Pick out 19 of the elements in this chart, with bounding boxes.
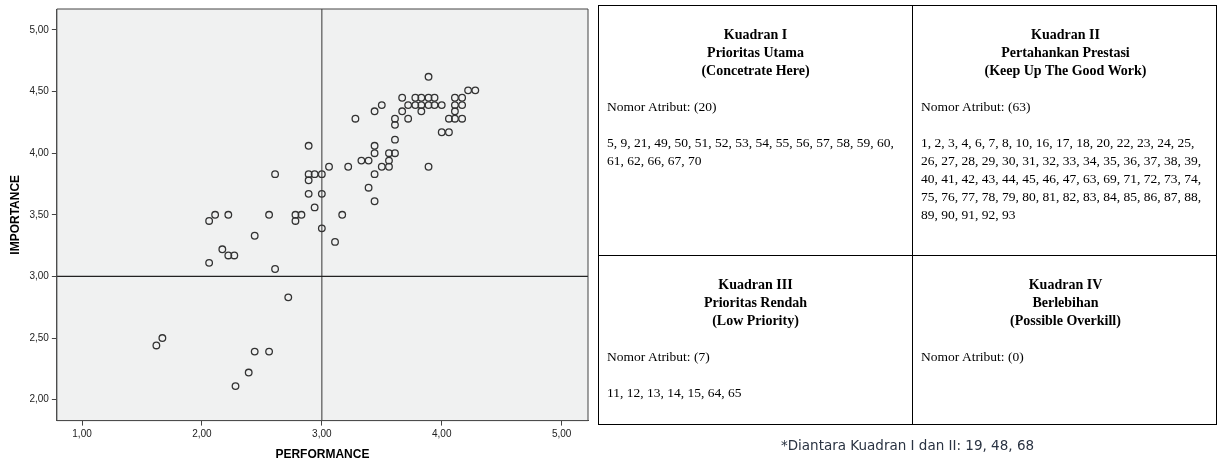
x-tick-label: 2,00 [192,428,213,440]
x-tick-label: 4,00 [431,428,452,440]
y-tick-label: 5,00 [29,23,50,35]
x-tick-label: 1,00 [72,428,93,440]
text: Kuadran II Pertahankan Prestasi (Keep Up The Good Work) Nomor Atribut: (63) 1, 2, 3, 4, 6, 7, 8, 10, 16, 17, 18, 20, 22, 23, 24, 25, 26, 27, 28, 29, 30, 31, 32, 33, 34, 35, 36, 37, 38, 39, 40, 41, 42, 43, 44, 45, 46, 47, 63, 69, 71, 72, 73, 74, 75, 76, 77, 78, 79, 80, 81, 82, 83, 84, 85, 86, 87, 88, 89, 90, 91, 92, 93 [921,27,1202,222]
x-axis-title: PERFORMANCE [275,447,370,462]
text: *Diantara Kuadran I dan II: 19, 48, 68 [779,437,1036,453]
x-tick-label: 3,00 [312,428,332,440]
y-tick-label: 2,00 [29,393,50,405]
y-tick-label: 3,50 [29,208,50,220]
y-tick-label: 4,50 [29,85,50,97]
y-axis-title: IMPORTANCE [7,174,22,255]
text: Kuadran III Prioritas Rendah (Low Priority) Nomor Atribut: (7) 11, 12, 13, 14, 15, 64, 65 [607,277,808,400]
text: Kuadran IV Berlebihan (Possible Overkill) Nomor Atribut: (0) [921,277,1121,364]
y-tick-label: 2,50 [29,331,50,343]
y-tick-label: 4,00 [29,146,50,158]
text: Kuadran I Prioritas Utama (Concetrate Here) Nomor Atribut: (20) 5, 9, 21, 49, 50, 51, 52, 53, 54, 55, 56, 57, 58, 59, 60, 61, 62, 66, 67, 70 [607,27,894,168]
x-tick-label: 5,00 [551,428,572,440]
y-tick-label: 3,00 [29,270,50,282]
